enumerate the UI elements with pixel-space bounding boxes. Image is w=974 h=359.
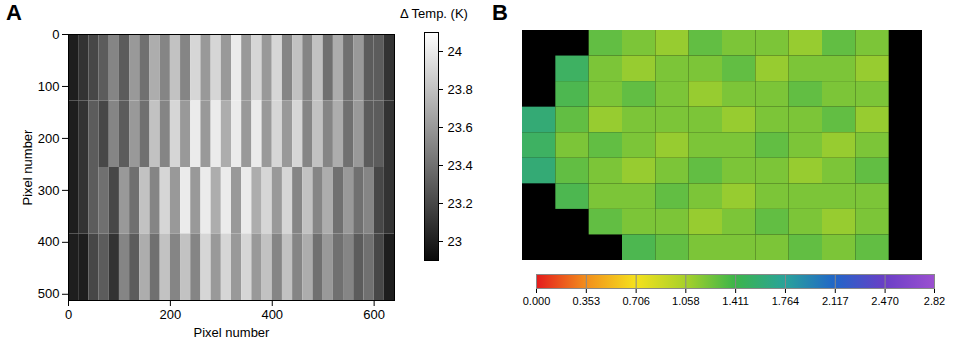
svg-text:23.2: 23.2 <box>448 196 473 211</box>
svg-text:23: 23 <box>448 234 462 249</box>
svg-text:1.411: 1.411 <box>722 295 749 307</box>
html-text:A: A <box>6 0 22 25</box>
svg-text:0: 0 <box>65 307 72 322</box>
html-text:Δ Temp. (K): Δ Temp. (K) <box>400 6 468 21</box>
svg-text:1.058: 1.058 <box>672 295 700 307</box>
svg-text:500: 500 <box>38 286 60 301</box>
svg-text:1.764: 1.764 <box>772 295 800 307</box>
svg-text:24: 24 <box>448 44 462 59</box>
svg-text:100: 100 <box>38 79 60 94</box>
svg-text:600: 600 <box>363 307 385 322</box>
svg-text:2.82: 2.82 <box>924 295 945 307</box>
svg-text:200: 200 <box>160 307 182 322</box>
svg-text:23.8: 23.8 <box>448 82 473 97</box>
svg-text:400: 400 <box>261 307 283 322</box>
svg-text:23.6: 23.6 <box>448 120 473 135</box>
svg-text:0.353: 0.353 <box>573 295 601 307</box>
svg-text:0.706: 0.706 <box>622 295 650 307</box>
svg-text:300: 300 <box>38 183 60 198</box>
svg-text:Pixel number: Pixel number <box>194 325 271 340</box>
svg-text:200: 200 <box>38 131 60 146</box>
svg-text:Pixel number: Pixel number <box>20 129 35 206</box>
svg-text:2.470: 2.470 <box>871 295 899 307</box>
svg-text:0: 0 <box>52 27 59 42</box>
svg-text:2.117: 2.117 <box>822 295 849 307</box>
html-text:B: B <box>492 0 508 25</box>
svg-text:0.000: 0.000 <box>523 295 551 307</box>
svg-text:400: 400 <box>38 234 60 249</box>
svg-text:23.4: 23.4 <box>448 158 473 173</box>
